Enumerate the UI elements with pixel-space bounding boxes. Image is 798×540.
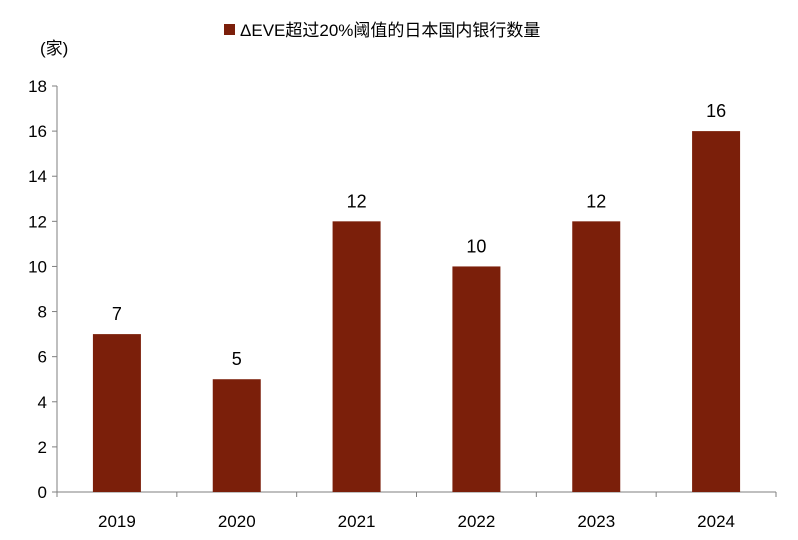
bar [92, 334, 141, 492]
y-tick-label: 6 [38, 348, 47, 367]
y-tick-label: 14 [28, 167, 47, 186]
legend-swatch [224, 24, 235, 35]
y-tick-label: 16 [28, 122, 47, 141]
y-tick-label: 0 [38, 483, 47, 502]
bar-series [92, 131, 741, 493]
y-axis: 0 2 4 6 8 10 12 14 16 18 [28, 77, 58, 502]
bar [212, 379, 261, 492]
x-tick-label: 2020 [218, 512, 256, 531]
y-tick-label: 18 [28, 77, 47, 96]
x-tick-label: 2021 [338, 512, 376, 531]
bar-value-label: 7 [112, 304, 122, 324]
x-tick-label: 2023 [577, 512, 615, 531]
bar-value-label: 12 [586, 191, 606, 211]
bar-value-label: 12 [347, 191, 367, 211]
y-tick-label: 2 [38, 438, 47, 457]
x-tick-label: 2022 [458, 512, 496, 531]
legend-label: ΔEVE超过20%阈值的日本国内银行数量 [240, 21, 540, 40]
bar-value-label: 5 [232, 349, 242, 369]
y-tick-label: 4 [38, 393, 47, 412]
bar [692, 131, 741, 492]
y-axis-unit-label: (家) [40, 39, 68, 58]
x-tick-label: 2019 [98, 512, 136, 531]
x-axis: 2019 2020 2021 2022 2023 2024 [56, 491, 777, 531]
legend: ΔEVE超过20%阈值的日本国内银行数量 [224, 21, 540, 40]
bar-value-label: 16 [706, 101, 726, 121]
bar [572, 221, 621, 493]
y-tick-label: 10 [28, 257, 47, 276]
y-tick-label: 12 [28, 212, 47, 231]
data-labels: 7 5 12 10 12 16 [112, 101, 726, 369]
bar-value-label: 10 [466, 236, 486, 256]
bar [452, 266, 501, 492]
x-tick-label: 2024 [697, 512, 735, 531]
bar [332, 221, 381, 493]
y-tick-label: 8 [38, 303, 47, 322]
